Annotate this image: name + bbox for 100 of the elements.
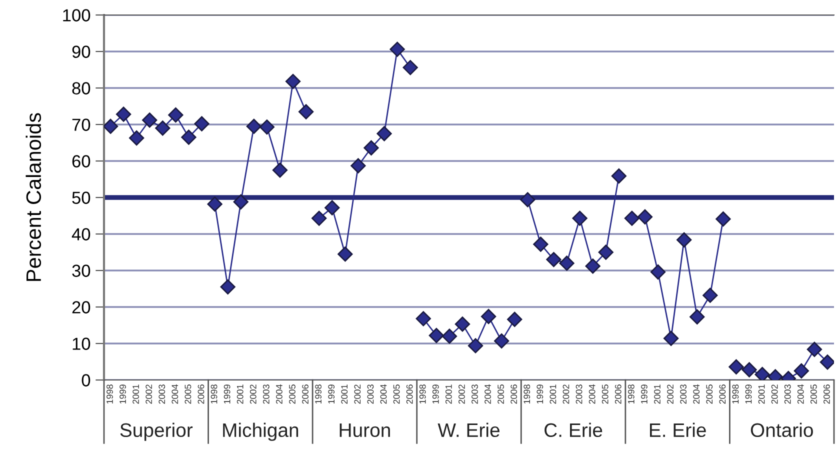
x-tick-label: 2006 (510, 384, 518, 404)
text: Ontario (750, 422, 813, 438)
point (676, 232, 692, 248)
point (794, 363, 809, 378)
x-tick-label: 1998 (524, 384, 530, 404)
point (611, 168, 626, 184)
y-tick-label: 80 (72, 82, 90, 94)
x-tick-label: 2002 (250, 384, 256, 404)
point (480, 308, 496, 324)
y-tick-label: 30 (72, 264, 90, 277)
x-tick-label: 2005 (289, 384, 296, 404)
point (559, 256, 574, 271)
text: Michigan (223, 422, 298, 441)
point (181, 130, 196, 145)
point (637, 209, 653, 224)
point (246, 118, 262, 134)
point (806, 342, 822, 357)
point (233, 194, 248, 210)
x-tick-label: 2006 (614, 384, 622, 404)
x-tick-label: 2003 (367, 384, 374, 404)
point (207, 196, 222, 212)
x-tick-label: 2003 (680, 384, 687, 404)
point (168, 107, 184, 123)
x-tick-label: 1998 (732, 384, 739, 404)
point (728, 359, 744, 374)
x-tick-label: 2001 (132, 384, 140, 404)
x-tick-label: 2005 (184, 384, 192, 404)
point (364, 140, 379, 156)
point (572, 210, 588, 226)
point (690, 309, 705, 324)
x-tick-label: 2004 (380, 384, 387, 404)
y-tick-label: 70 (72, 118, 90, 131)
point (663, 330, 679, 346)
x-tick-label: 2002 (354, 384, 361, 404)
x-tick-label: 2006 (198, 384, 204, 404)
x-tick-label: 1998 (628, 384, 634, 404)
x-tick-label: 1999 (120, 384, 126, 404)
point (533, 236, 548, 252)
x-tick-label: 2002 (146, 384, 152, 404)
y-tick-label: 0 (82, 374, 90, 386)
y-tick-label: 60 (72, 155, 90, 168)
y-tick-label: 90 (72, 46, 90, 58)
text: E. Erie (650, 422, 706, 438)
text: Superior (120, 422, 193, 441)
text: C. Erie (544, 422, 602, 438)
x-tick-label: 1998 (210, 384, 218, 404)
point (390, 42, 405, 57)
point (272, 162, 288, 178)
y-tick-label: 50 (72, 192, 90, 204)
point (104, 118, 118, 134)
text: Huron (340, 423, 390, 438)
x-tick-label: 2003 (262, 384, 270, 404)
point (520, 192, 536, 208)
point (546, 252, 562, 268)
point (624, 210, 640, 226)
point (402, 60, 418, 76)
x-tick-label: 1999 (536, 384, 544, 404)
x-tick-label: 2006 (719, 384, 726, 404)
x-tick-label: 2005 (706, 384, 713, 404)
point (285, 74, 301, 89)
x-tick-label: 2004 (588, 384, 596, 404)
y-axis-title: Percent Calanoids (26, 113, 42, 281)
point (259, 119, 275, 135)
point (376, 126, 392, 142)
point (468, 338, 484, 354)
x-tick-label: 2005 (393, 384, 400, 404)
x-tick-label: 2001 (341, 384, 348, 404)
text: W. Erie (438, 422, 500, 438)
x-tick-label: 1999 (328, 384, 335, 404)
point (350, 158, 366, 174)
x-tick-label: 2005 (498, 384, 504, 404)
point (702, 288, 718, 303)
x-tick-label: 2003 (784, 384, 791, 404)
point (194, 116, 210, 132)
x-tick-label: 2001 (236, 384, 244, 404)
x-tick-label: 2001 (758, 384, 765, 404)
x-tick-label: 2005 (810, 384, 817, 404)
x-tick-label: 2002 (458, 384, 465, 404)
point (416, 311, 431, 326)
point (442, 328, 458, 344)
point (129, 130, 144, 146)
point (507, 312, 522, 327)
x-tick-label: 2002 (562, 384, 570, 404)
point (220, 279, 236, 294)
x-tick-label: 2001 (445, 384, 452, 404)
x-tick-label: 2004 (484, 384, 491, 404)
x-tick-label: 2004 (797, 384, 804, 404)
x-tick-label: 2006 (406, 384, 413, 404)
x-tick-label: 1999 (641, 384, 648, 404)
point (324, 200, 340, 216)
x-tick-label: 2005 (602, 384, 608, 404)
x-tick-label: 2003 (472, 384, 478, 404)
x-tick-label: 1998 (315, 384, 322, 404)
y-tick-label: 100 (63, 9, 90, 22)
point (650, 264, 666, 280)
x-tick-label: 2004 (172, 384, 178, 404)
point (312, 210, 327, 226)
y-tick-label: 20 (72, 301, 90, 314)
x-tick-label: 1999 (432, 384, 439, 404)
x-tick-label: 2006 (824, 384, 830, 404)
